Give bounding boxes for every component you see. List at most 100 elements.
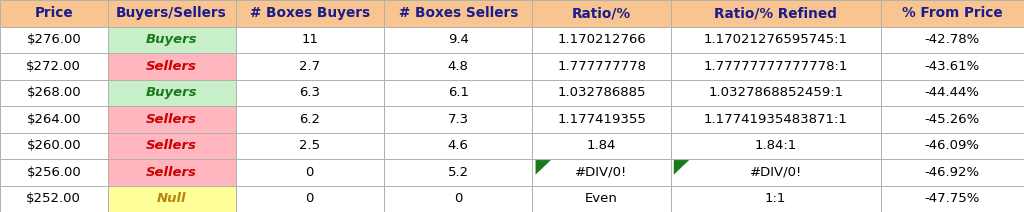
Text: Buyers/Sellers: Buyers/Sellers	[116, 6, 227, 20]
Bar	[108, 53, 236, 80]
Bar	[532, 106, 671, 132]
Bar	[532, 26, 671, 53]
Text: 1.17021276595745:1: 1.17021276595745:1	[703, 33, 848, 46]
Text: $264.00: $264.00	[27, 113, 81, 126]
Text: 1:1: 1:1	[765, 192, 786, 205]
Bar	[108, 80, 236, 106]
Text: $252.00: $252.00	[27, 192, 81, 205]
Text: 6.3: 6.3	[299, 86, 321, 99]
Text: 5.2: 5.2	[447, 166, 469, 179]
Text: -42.78%: -42.78%	[925, 33, 980, 46]
Text: 1.032786885: 1.032786885	[557, 86, 646, 99]
Text: Ratio/% Refined: Ratio/% Refined	[715, 6, 837, 20]
Bar	[671, 26, 881, 53]
Text: -46.09%: -46.09%	[925, 139, 980, 152]
Bar	[236, 53, 384, 80]
Bar	[0, 53, 108, 80]
Text: $276.00: $276.00	[27, 33, 81, 46]
Bar	[384, 106, 532, 132]
Bar	[236, 159, 384, 186]
Text: $256.00: $256.00	[27, 166, 81, 179]
Text: 7.3: 7.3	[447, 113, 469, 126]
Text: 1.777777778: 1.777777778	[557, 60, 646, 73]
Text: Null: Null	[157, 192, 186, 205]
Text: 6.2: 6.2	[299, 113, 321, 126]
Text: % From Price: % From Price	[902, 6, 1002, 20]
Bar	[0, 106, 108, 132]
Bar	[384, 26, 532, 53]
Text: 4.8: 4.8	[447, 60, 469, 73]
Text: Ratio/%: Ratio/%	[572, 6, 631, 20]
Bar	[881, 80, 1024, 106]
Text: Buyers: Buyers	[145, 86, 198, 99]
Bar	[0, 0, 108, 26]
Bar	[532, 132, 671, 159]
Bar	[108, 0, 236, 26]
Bar	[384, 132, 532, 159]
Bar	[0, 159, 108, 186]
Bar	[671, 53, 881, 80]
Bar	[384, 186, 532, 212]
Text: 1.170212766: 1.170212766	[557, 33, 646, 46]
Text: 4.6: 4.6	[447, 139, 469, 152]
Text: 0: 0	[454, 192, 463, 205]
Text: Sellers: Sellers	[146, 166, 197, 179]
Bar	[671, 0, 881, 26]
Text: -47.75%: -47.75%	[925, 192, 980, 205]
Text: 11: 11	[301, 33, 318, 46]
Text: -46.92%: -46.92%	[925, 166, 980, 179]
Text: Sellers: Sellers	[146, 113, 197, 126]
Text: 1.84: 1.84	[587, 139, 616, 152]
Bar	[881, 0, 1024, 26]
Text: #DIV/0!: #DIV/0!	[575, 166, 628, 179]
Bar	[881, 159, 1024, 186]
Bar	[532, 0, 671, 26]
Bar	[881, 132, 1024, 159]
Bar	[108, 26, 236, 53]
Bar	[671, 106, 881, 132]
Bar	[236, 26, 384, 53]
Bar	[881, 26, 1024, 53]
Text: 2.7: 2.7	[299, 60, 321, 73]
Text: -45.26%: -45.26%	[925, 113, 980, 126]
Text: Sellers: Sellers	[146, 60, 197, 73]
Bar	[384, 53, 532, 80]
Bar	[532, 186, 671, 212]
Bar	[881, 186, 1024, 212]
Text: -44.44%: -44.44%	[925, 86, 980, 99]
Text: 1.17741935483871:1: 1.17741935483871:1	[703, 113, 848, 126]
Bar	[532, 80, 671, 106]
Text: 0: 0	[305, 192, 314, 205]
Bar	[671, 80, 881, 106]
Bar	[0, 132, 108, 159]
Text: # Boxes Buyers: # Boxes Buyers	[250, 6, 370, 20]
Text: 1.177419355: 1.177419355	[557, 113, 646, 126]
Text: 0: 0	[305, 166, 314, 179]
Bar	[532, 53, 671, 80]
Text: 1.84:1: 1.84:1	[755, 139, 797, 152]
Bar	[236, 106, 384, 132]
Bar	[108, 159, 236, 186]
Text: #DIV/0!: #DIV/0!	[750, 166, 802, 179]
Text: 9.4: 9.4	[447, 33, 469, 46]
Bar	[108, 186, 236, 212]
Bar	[0, 26, 108, 53]
Text: # Boxes Sellers: # Boxes Sellers	[398, 6, 518, 20]
Bar	[532, 159, 671, 186]
Text: $272.00: $272.00	[27, 60, 81, 73]
Bar	[384, 0, 532, 26]
Text: $260.00: $260.00	[27, 139, 81, 152]
Bar	[0, 186, 108, 212]
Text: 1.77777777777778:1: 1.77777777777778:1	[703, 60, 848, 73]
Polygon shape	[674, 160, 689, 175]
Bar	[108, 106, 236, 132]
Text: 1.0327868852459:1: 1.0327868852459:1	[709, 86, 843, 99]
Text: Sellers: Sellers	[146, 139, 197, 152]
Bar	[0, 80, 108, 106]
Bar	[108, 132, 236, 159]
Text: Price: Price	[35, 6, 73, 20]
Text: $268.00: $268.00	[27, 86, 81, 99]
Text: -43.61%: -43.61%	[925, 60, 980, 73]
Text: 6.1: 6.1	[447, 86, 469, 99]
Bar	[881, 53, 1024, 80]
